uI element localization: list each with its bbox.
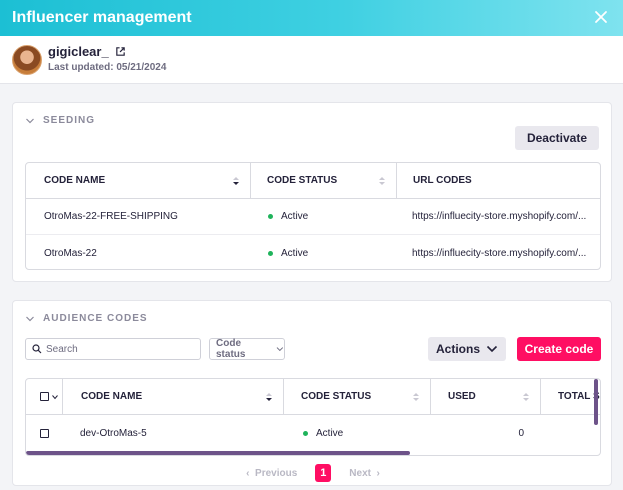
- seeding-title: SEEDING: [43, 115, 96, 126]
- sort-icon[interactable]: [378, 175, 386, 187]
- code-name-cell: OtroMas-22-FREE-SHIPPING: [44, 211, 178, 222]
- active-status-dot: [268, 214, 273, 219]
- last-updated: Last updated: 05/21/2024: [48, 62, 167, 73]
- column-header-total-sales[interactable]: TOTAL SA: [540, 379, 600, 414]
- search-icon: [32, 344, 42, 354]
- previous-page-button[interactable]: ‹ Previous: [246, 467, 298, 479]
- row-checkbox-cell[interactable]: [26, 415, 62, 451]
- actions-label: Actions: [435, 342, 480, 356]
- column-label: CODE NAME: [44, 175, 106, 186]
- active-status-dot: [268, 250, 273, 256]
- table-row[interactable]: dev-OtroMas-5 Active 0: [26, 415, 600, 451]
- status-text: Active: [281, 247, 309, 259]
- column-header-code-status[interactable]: CODE STATUS: [250, 163, 396, 198]
- profile-username: gigiclear_: [48, 44, 126, 59]
- column-label: CODE STATUS: [267, 175, 338, 186]
- status-cell: Active: [250, 199, 396, 234]
- code-name-cell: dev-OtroMas-5: [80, 427, 147, 439]
- audience-section-header[interactable]: AUDIENCE CODES: [25, 313, 148, 324]
- modal-header: Influencer management: [0, 0, 623, 36]
- table-row[interactable]: OtroMas-22-FREE-SHIPPING Active https://…: [26, 199, 600, 235]
- column-label: URL CODES: [413, 175, 472, 186]
- modal-title: Influencer management: [12, 9, 192, 26]
- status-text: Active: [281, 211, 309, 222]
- close-icon[interactable]: [591, 7, 611, 27]
- code-status-dropdown-label: Code status: [216, 338, 246, 360]
- horizontal-scrollbar[interactable]: [26, 451, 410, 455]
- status-cell: Active: [250, 235, 396, 269]
- sort-icon[interactable]: [412, 391, 420, 403]
- search-box[interactable]: [25, 338, 201, 360]
- sort-icon[interactable]: [265, 391, 273, 403]
- status-cell: Active: [283, 415, 430, 451]
- page-number-current[interactable]: 1: [315, 464, 332, 482]
- chevron-down-icon[interactable]: [25, 314, 35, 324]
- chevron-down-icon[interactable]: [52, 394, 58, 400]
- status-text: Active: [316, 427, 344, 439]
- column-label: CODE STATUS: [301, 391, 372, 402]
- previous-label: Previous: [255, 467, 298, 479]
- actions-button[interactable]: Actions: [428, 337, 506, 361]
- table-header-row: CODE NAME CODE STATUS URL CODES: [26, 163, 600, 199]
- audience-codes-table: CODE NAME CODE STATUS USED TOTAL SA dev-…: [25, 378, 601, 456]
- seeding-section-header[interactable]: SEEDING: [25, 115, 95, 126]
- search-input[interactable]: [46, 343, 196, 355]
- create-code-button[interactable]: Create code: [517, 337, 601, 361]
- profile-bar: gigiclear_ Last updated: 05/21/2024: [0, 36, 623, 84]
- column-header-used[interactable]: USED: [430, 379, 540, 414]
- checkbox[interactable]: [40, 428, 49, 438]
- seeding-card: SEEDING Deactivate CODE NAME CODE STATUS…: [12, 102, 612, 282]
- vertical-scrollbar[interactable]: [594, 379, 598, 425]
- sort-icon[interactable]: [232, 175, 240, 187]
- select-all-checkbox[interactable]: [26, 379, 62, 414]
- pagination: ‹ Previous 1 Next ›: [13, 464, 613, 482]
- seeding-table: CODE NAME CODE STATUS URL CODES OtroMas-…: [25, 162, 601, 270]
- chevron-down-icon: [486, 345, 498, 353]
- code-name-cell: OtroMas-22: [44, 247, 97, 259]
- column-header-code-name[interactable]: CODE NAME: [62, 379, 283, 414]
- sort-icon[interactable]: [522, 391, 530, 403]
- column-label: USED: [448, 391, 476, 402]
- deactivate-button[interactable]: Deactivate: [514, 126, 599, 150]
- column-header-code-name[interactable]: CODE NAME: [26, 163, 250, 198]
- code-status-dropdown[interactable]: Code status: [209, 338, 285, 360]
- column-header-url-codes[interactable]: URL CODES: [396, 163, 600, 198]
- checkbox[interactable]: [40, 392, 49, 401]
- active-status-dot: [303, 430, 308, 436]
- column-header-code-status[interactable]: CODE STATUS: [283, 379, 430, 414]
- audience-codes-card: AUDIENCE CODES Code status Actions Creat…: [12, 300, 612, 486]
- username-text: gigiclear_: [48, 44, 109, 59]
- used-cell: 0: [518, 427, 524, 439]
- table-header-row: CODE NAME CODE STATUS USED TOTAL SA: [26, 379, 600, 415]
- chevron-down-icon: [276, 347, 284, 352]
- column-label: CODE NAME: [81, 391, 143, 402]
- url-cell[interactable]: https://influecity-store.myshopify.com/.…: [412, 211, 587, 222]
- avatar: [12, 45, 42, 75]
- next-page-button[interactable]: Next ›: [349, 467, 380, 479]
- column-label: TOTAL SA: [558, 391, 600, 402]
- table-row[interactable]: OtroMas-22 Active https://influecity-sto…: [26, 235, 600, 269]
- url-cell[interactable]: https://influecity-store.myshopify.com/.…: [412, 247, 587, 259]
- audience-title: AUDIENCE CODES: [43, 313, 148, 324]
- next-label: Next: [349, 467, 371, 479]
- external-link-icon[interactable]: [115, 46, 126, 57]
- chevron-down-icon[interactable]: [25, 116, 35, 126]
